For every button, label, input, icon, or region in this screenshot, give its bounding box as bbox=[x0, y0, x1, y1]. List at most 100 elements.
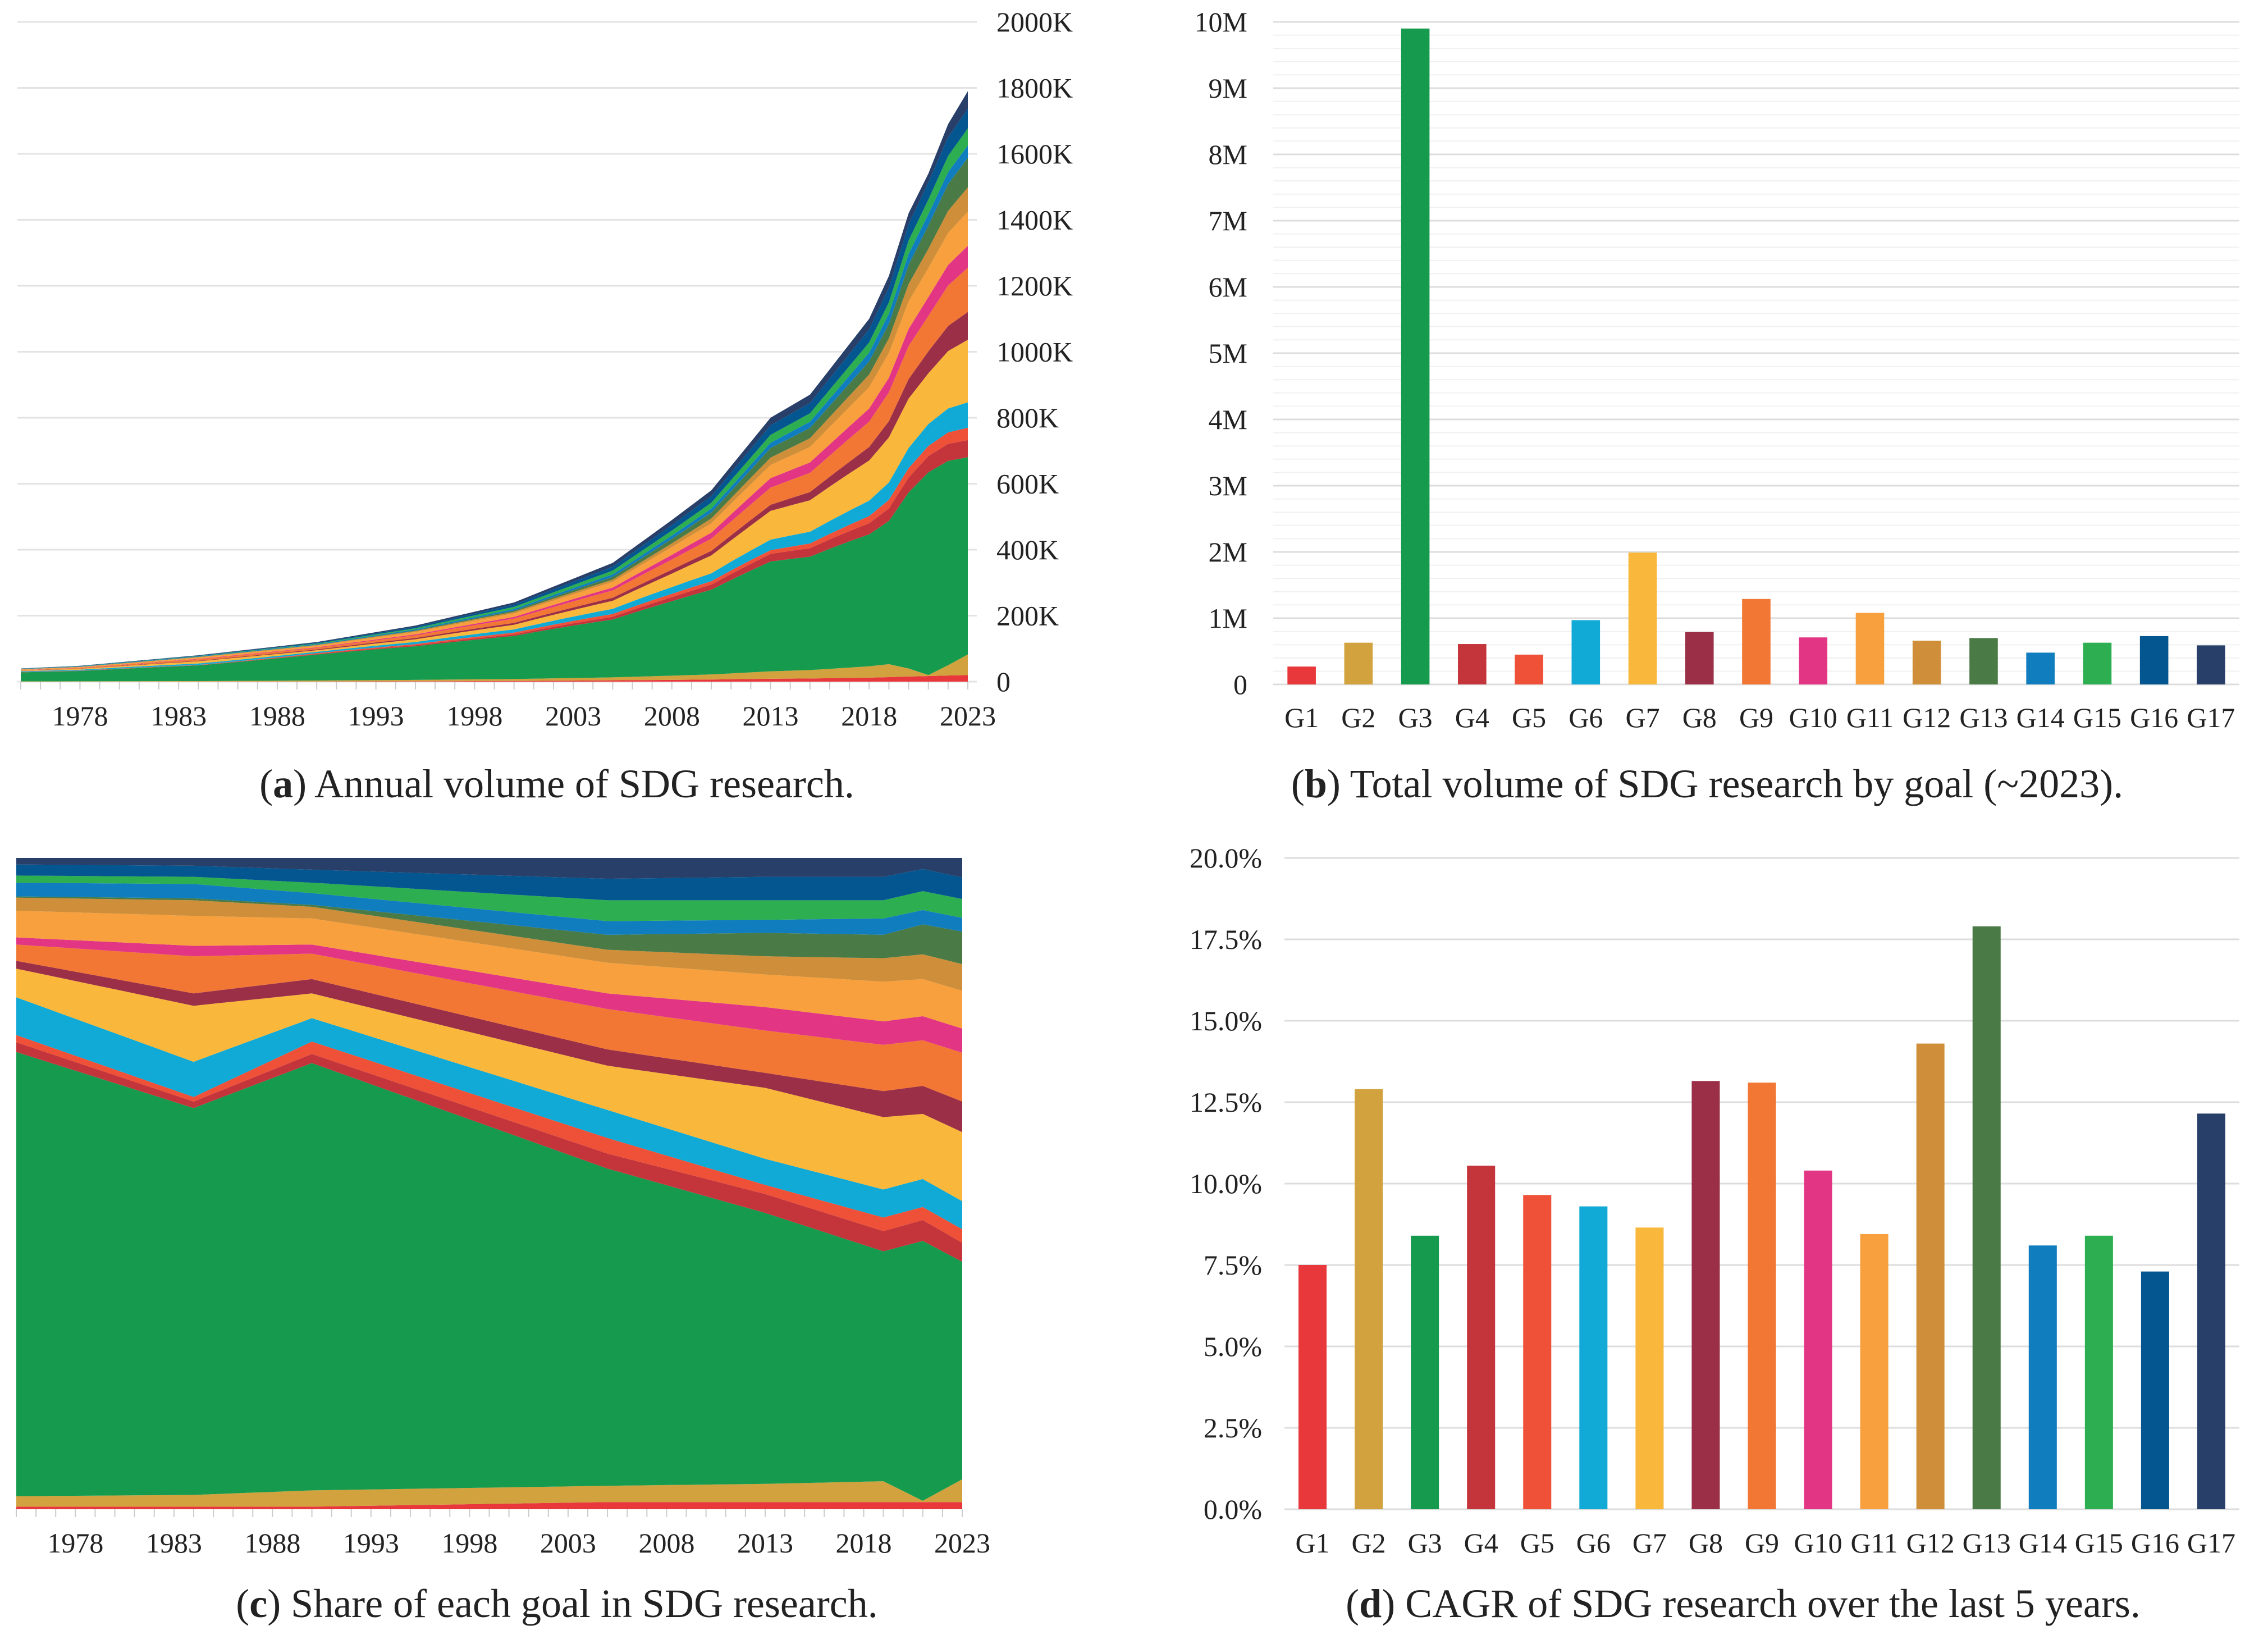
x-tick-label: 1993 bbox=[343, 1527, 399, 1559]
x-tick-label: G5 bbox=[1512, 702, 1546, 733]
bar-G10 bbox=[1799, 637, 1828, 684]
y-tick-label: 0 bbox=[996, 666, 1010, 697]
bar-G17 bbox=[2197, 645, 2225, 684]
bar-G16 bbox=[2141, 1271, 2169, 1509]
bar-G13 bbox=[1972, 926, 2001, 1509]
x-tick-label: G8 bbox=[1689, 1527, 1723, 1559]
area-series-G3 bbox=[21, 457, 968, 682]
bar-G9 bbox=[1742, 599, 1771, 684]
share-series-G2 bbox=[16, 1479, 962, 1507]
x-tick-label: 1983 bbox=[146, 1527, 202, 1559]
x-tick-label: G7 bbox=[1625, 702, 1659, 733]
x-tick-label: 2023 bbox=[934, 1527, 990, 1559]
bar-G1 bbox=[1287, 666, 1316, 684]
x-tick-label: G4 bbox=[1464, 1527, 1498, 1559]
bar-G17 bbox=[2197, 1113, 2225, 1509]
x-tick-label: G1 bbox=[1295, 1527, 1329, 1559]
x-tick-label: 2003 bbox=[540, 1527, 596, 1559]
x-tick-label: G17 bbox=[2187, 702, 2235, 733]
x-tick-label: G15 bbox=[2073, 702, 2121, 733]
bar-G8 bbox=[1691, 1081, 1720, 1509]
y-tick-label: 2M bbox=[1209, 536, 1247, 568]
bar-G15 bbox=[2084, 1235, 2113, 1509]
y-tick-label: 1000K bbox=[996, 336, 1073, 368]
share-series-G11 bbox=[16, 910, 962, 1029]
y-tick-label: 7M bbox=[1209, 205, 1247, 236]
y-tick-label: 12.5% bbox=[1190, 1086, 1262, 1118]
x-tick-label: G16 bbox=[2130, 702, 2178, 733]
bar-G2 bbox=[1355, 1089, 1383, 1509]
y-tick-label: 0 bbox=[1233, 669, 1247, 700]
y-tick-label: 200K bbox=[996, 600, 1059, 632]
area-series-G2 bbox=[21, 654, 968, 682]
x-tick-label: G7 bbox=[1633, 1527, 1667, 1559]
bar-G15 bbox=[2083, 642, 2112, 684]
x-tick-label: G11 bbox=[1850, 1527, 1897, 1559]
caption-text: ) Total volume of SDG research by goal (… bbox=[1327, 761, 2123, 806]
y-tick-label: 8M bbox=[1209, 139, 1247, 170]
caption-text: ) CAGR of SDG research over the last 5 y… bbox=[1382, 1581, 2141, 1626]
y-tick-label: 6M bbox=[1209, 271, 1247, 303]
x-tick-label: G10 bbox=[1789, 702, 1837, 733]
y-tick-label: 1200K bbox=[996, 270, 1073, 302]
bar-G5 bbox=[1523, 1195, 1552, 1509]
caption-letter: c bbox=[249, 1581, 267, 1626]
bar-G8 bbox=[1685, 632, 1714, 684]
x-tick-label: 2018 bbox=[835, 1527, 891, 1559]
x-tick-label: 1978 bbox=[52, 700, 108, 732]
bar-G6 bbox=[1579, 1206, 1608, 1509]
y-tick-label: 800K bbox=[996, 402, 1059, 433]
area-series-G4 bbox=[21, 440, 968, 673]
x-tick-label: G11 bbox=[1846, 702, 1894, 733]
x-tick-label: 1998 bbox=[446, 700, 502, 732]
caption-c: (c) Share of each goal in SDG research. bbox=[236, 1581, 878, 1626]
share-series-G3 bbox=[16, 1052, 962, 1501]
x-tick-label: 1993 bbox=[348, 700, 404, 732]
bar-G12 bbox=[1912, 641, 1941, 684]
x-tick-label: G10 bbox=[1794, 1527, 1842, 1559]
y-tick-label: 2.5% bbox=[1204, 1412, 1262, 1444]
caption-d: (d) CAGR of SDG research over the last 5… bbox=[1346, 1581, 2141, 1626]
bar-G14 bbox=[2028, 1245, 2057, 1509]
share-series-G15 bbox=[16, 875, 962, 921]
y-tick-label: 5M bbox=[1209, 337, 1247, 369]
area-series-G1 bbox=[21, 675, 968, 682]
y-tick-label: 9M bbox=[1209, 72, 1247, 104]
share-series-G12 bbox=[16, 897, 962, 991]
y-tick-label: 400K bbox=[996, 534, 1059, 565]
x-tick-label: 2013 bbox=[743, 700, 799, 732]
bar-G2 bbox=[1344, 642, 1373, 684]
caption-letter: d bbox=[1359, 1581, 1382, 1626]
y-tick-label: 1400K bbox=[996, 204, 1073, 236]
x-tick-label: G5 bbox=[1520, 1527, 1554, 1559]
y-tick-label: 1800K bbox=[996, 72, 1073, 104]
y-tick-label: 10M bbox=[1195, 6, 1247, 38]
x-tick-label: G8 bbox=[1682, 702, 1717, 733]
share-series-G5 bbox=[16, 1035, 962, 1243]
x-tick-label: 2003 bbox=[545, 700, 601, 732]
y-tick-label: 1600K bbox=[996, 138, 1073, 170]
share-series-G6 bbox=[16, 997, 962, 1230]
bar-G9 bbox=[1748, 1083, 1776, 1509]
caption-open: ( bbox=[259, 761, 273, 806]
y-tick-label: 10.0% bbox=[1190, 1168, 1262, 1199]
bar-G5 bbox=[1515, 654, 1543, 684]
y-tick-label: 4M bbox=[1209, 404, 1247, 435]
x-tick-label: 1978 bbox=[47, 1527, 103, 1559]
x-tick-label: G6 bbox=[1569, 702, 1603, 733]
bar-G7 bbox=[1635, 1227, 1664, 1509]
bar-G4 bbox=[1467, 1166, 1496, 1509]
x-tick-label: 2008 bbox=[644, 700, 700, 732]
x-tick-label: G14 bbox=[2016, 702, 2065, 733]
caption-text: ) Share of each goal in SDG research. bbox=[267, 1581, 878, 1626]
x-tick-label: G13 bbox=[1959, 702, 2008, 733]
caption-open: ( bbox=[236, 1581, 249, 1626]
x-tick-label: 2008 bbox=[638, 1527, 694, 1559]
x-tick-label: G12 bbox=[1906, 1527, 1955, 1559]
caption-letter: a bbox=[273, 761, 293, 806]
x-tick-label: G2 bbox=[1341, 702, 1375, 733]
y-tick-label: 17.5% bbox=[1190, 924, 1262, 955]
y-tick-label: 15.0% bbox=[1190, 1005, 1262, 1036]
x-tick-label: 1988 bbox=[244, 1527, 300, 1559]
